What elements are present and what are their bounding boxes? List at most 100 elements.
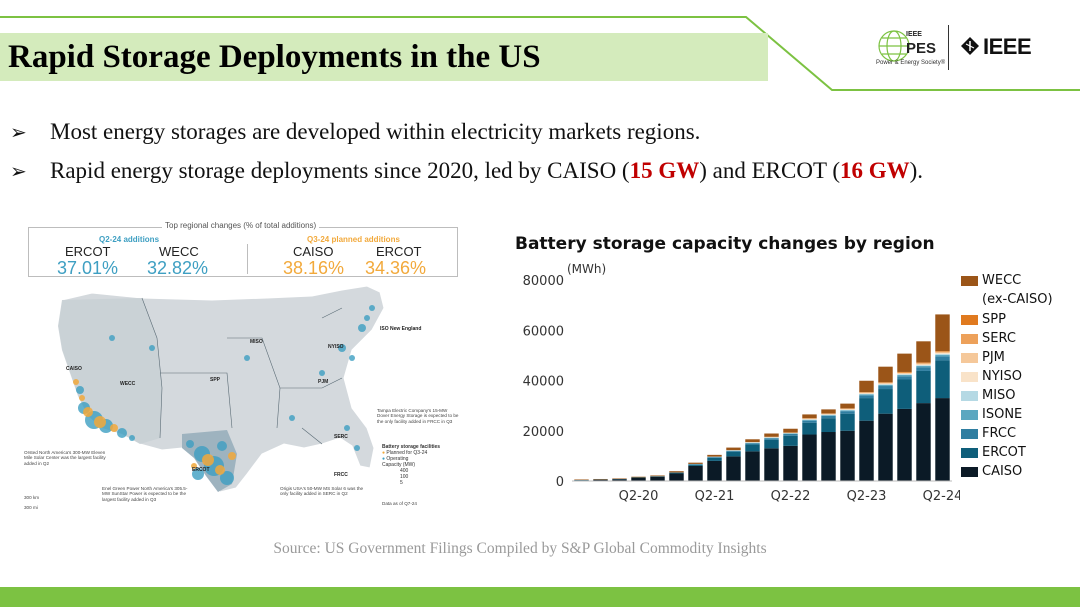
bar-segment-ercot-q4-21 bbox=[745, 444, 760, 452]
legend-label-ercot: ERCOT bbox=[982, 445, 1026, 460]
bar-segment-frcc-q3-23 bbox=[878, 386, 893, 390]
annotation-enel: Enel Green Power North America's 305.5-M… bbox=[102, 486, 188, 502]
bar-segment-miso-q4-23 bbox=[897, 374, 912, 375]
bullet-arrow-icon: ➢ bbox=[10, 122, 27, 144]
map-label-wecc: WECC bbox=[120, 381, 136, 387]
legend-label-spp: SPP bbox=[982, 312, 1006, 327]
bar-segment-wecc-q3-23 bbox=[878, 366, 893, 383]
bar-segment-frcc-q1-21 bbox=[688, 464, 703, 465]
source-note: Source: US Government Filings Compiled b… bbox=[273, 540, 767, 557]
bar-segment-spp-q2-24 bbox=[935, 351, 950, 352]
ercot-gw-highlight: 16 GW bbox=[840, 158, 910, 183]
legend-swatch-caiso bbox=[961, 467, 978, 477]
x-tick-label: Q2-23 bbox=[847, 489, 887, 504]
bar-segment-caiso-q2-24 bbox=[935, 398, 950, 481]
legend-label-miso: MISO bbox=[982, 388, 1016, 403]
bar-segment-wecc-q2-20 bbox=[631, 476, 646, 478]
bar-segment-wecc-q2-23 bbox=[859, 380, 874, 393]
bar-segment-frcc-q3-21 bbox=[726, 450, 741, 452]
legend-label-serc: SERC bbox=[982, 331, 1016, 346]
bar-segment-caiso-q2-23 bbox=[859, 420, 874, 481]
legend-swatch-ercot bbox=[961, 448, 978, 458]
bar-segment-miso-q3-23 bbox=[878, 384, 893, 386]
bar-segment-ercot-q1-23 bbox=[840, 413, 855, 431]
legend-swatch-nyiso bbox=[961, 372, 978, 382]
bar-segment-frcc-q4-23 bbox=[897, 376, 912, 380]
bar-segment-ercot-q3-23 bbox=[878, 389, 893, 414]
stat-region-ercot: ERCOT bbox=[65, 244, 111, 259]
y-tick-label: 20000 bbox=[523, 425, 564, 440]
chart-plot: (MWh) 0 20000 40000 60000 80000 Q2-20 Q2-21 Q2… bbox=[523, 262, 960, 504]
bar-segment-caiso-q3-23 bbox=[878, 413, 893, 481]
us-map: MISO NYISO ISO New England CAISO WECC SP… bbox=[57, 285, 421, 493]
map-label-frcc: FRCC bbox=[334, 472, 348, 478]
bar-segment-ercot-q3-20 bbox=[650, 476, 665, 477]
map-label-spp: SPP bbox=[210, 377, 221, 383]
x-tick-label: Q2-24 bbox=[923, 489, 960, 504]
map-label-isone: ISO New England bbox=[380, 326, 421, 332]
bar-segment-serc-q2-24 bbox=[935, 351, 950, 353]
map-label-ercot: ERCOT bbox=[192, 467, 210, 473]
bar-segment-wecc-q4-20 bbox=[669, 471, 684, 473]
bar-segment-ercot-q2-22 bbox=[783, 435, 798, 446]
bar-segment-serc-q2-23 bbox=[859, 392, 874, 393]
bullet-2-prefix: Rapid energy storage deployments since 2… bbox=[50, 158, 630, 183]
scale-mi: 300 mi bbox=[24, 505, 38, 510]
bar-segment-isone-q2-23 bbox=[859, 394, 874, 396]
scale-km: 300 km bbox=[24, 495, 40, 500]
pes-ieee-small-text: IEEE bbox=[906, 31, 922, 38]
bar-segment-caiso-q4-23 bbox=[897, 408, 912, 481]
bar-segment-caiso-q3-20 bbox=[650, 476, 665, 481]
title-band bbox=[0, 33, 768, 81]
bar-segment-wecc-q3-20 bbox=[650, 475, 665, 477]
bar-segment-pjm-q3-22 bbox=[802, 418, 817, 420]
bar-segment-pjm-q2-24 bbox=[935, 352, 950, 354]
bar-segment-isone-q1-23 bbox=[840, 410, 855, 412]
bar-segment-nyiso-q2-24 bbox=[935, 353, 950, 354]
bar-segment-nyiso-q3-23 bbox=[878, 383, 893, 385]
bar-segment-spp-q4-23 bbox=[897, 371, 912, 373]
x-tick-label: Q2-22 bbox=[771, 489, 811, 504]
bar-segment-nyiso-q4-23 bbox=[897, 373, 912, 375]
bar-segment-nyiso-q2-23 bbox=[859, 393, 874, 394]
x-tick-label: Q2-21 bbox=[695, 489, 735, 504]
map-legend-operating: ● Operating bbox=[382, 456, 409, 462]
legend-label-isone: ISONE bbox=[982, 407, 1023, 422]
bar-segment-miso-q2-23 bbox=[859, 393, 874, 395]
bar-segment-pjm-q2-23 bbox=[859, 392, 874, 394]
stat-region-wecc: WECC bbox=[159, 244, 199, 259]
map-label-serc: SERC bbox=[334, 434, 348, 440]
bullet-arrow-icon: ➢ bbox=[10, 161, 27, 183]
map-legend: Battery storage facilities ● Planned for… bbox=[382, 444, 440, 486]
legend-swatch-pjm bbox=[961, 353, 978, 363]
bar-segment-pjm-q4-22 bbox=[821, 413, 836, 415]
bar-segment-wecc-q3-21 bbox=[726, 447, 741, 451]
bar-segment-frcc-q3-22 bbox=[802, 420, 817, 423]
legend-label-wecc: WECC bbox=[982, 273, 1022, 288]
map-label-nyiso: NYISO bbox=[328, 344, 344, 350]
map-label-pjm: PJM bbox=[318, 379, 328, 385]
bar-segment-frcc-q1-22 bbox=[764, 438, 779, 440]
bar-segment-wecc-q1-23 bbox=[840, 403, 855, 409]
bar-segment-caiso-q2-22 bbox=[783, 445, 798, 481]
bar-segment-wecc-q1-21 bbox=[688, 462, 703, 464]
y-tick-label: 60000 bbox=[523, 324, 564, 339]
q2-additions-title: Q2-24 additions bbox=[99, 235, 160, 244]
legend-label-caiso: CAISO bbox=[982, 464, 1023, 479]
bar-segment-caiso-q2-21 bbox=[707, 460, 722, 481]
stat-pct-ercot: 37.01% bbox=[57, 258, 119, 278]
legend-label-wecc-sub: (ex-CAISO) bbox=[982, 292, 1053, 307]
legend-swatch-miso bbox=[961, 391, 978, 401]
stats-header: Top regional changes (% of total additio… bbox=[162, 221, 320, 230]
map-legend-cap-400: 400 bbox=[400, 468, 409, 474]
bar-segment-wecc-q3-19 bbox=[574, 479, 589, 480]
bar-segment-wecc-q4-19 bbox=[593, 478, 608, 480]
stat-region-caiso: CAISO bbox=[293, 244, 334, 259]
bar-segment-pjm-q1-23 bbox=[840, 408, 855, 410]
pes-globe-icon bbox=[878, 30, 910, 62]
bar-segment-wecc-q4-21 bbox=[745, 439, 760, 443]
y-tick-label: 80000 bbox=[523, 274, 564, 289]
legend-swatch-wecc bbox=[961, 276, 978, 286]
map-legend-cap-5: 5 bbox=[400, 480, 403, 486]
bullet-2-suffix: ). bbox=[909, 158, 924, 183]
